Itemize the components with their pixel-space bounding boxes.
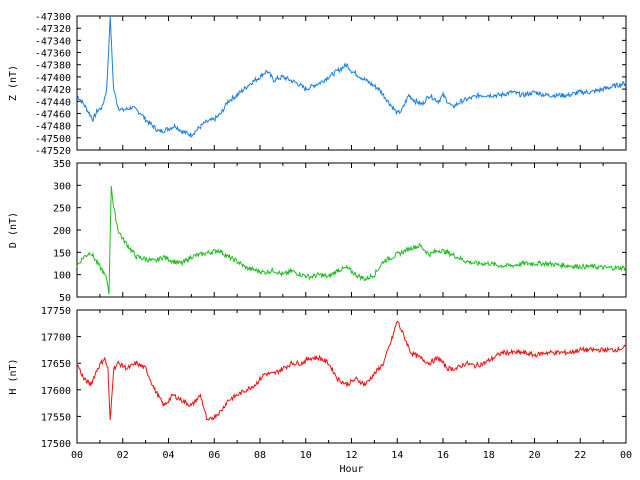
panel-d: 350 300 250 200 150 100 50 D (nT) xyxy=(8,159,627,304)
y-tick-label: 17650 xyxy=(41,359,71,370)
plot-frame xyxy=(76,162,627,298)
y-tick-label: 100 xyxy=(53,271,71,282)
x-tick-label: 20 xyxy=(528,450,540,461)
x-tick-label: 00 xyxy=(620,450,632,461)
panel-h: 17750 17700 17650 17600 17550 17500 H (nT) 00 02… xyxy=(8,306,632,461)
y-tick-label: -47380 xyxy=(35,61,71,72)
y-tick-label: 17600 xyxy=(41,386,71,397)
y-tick-label: -47520 xyxy=(35,146,71,157)
y-axis-label: H (nT) xyxy=(8,358,19,394)
y-tick-label: 17700 xyxy=(41,333,71,344)
x-tick-label: 06 xyxy=(208,450,220,461)
series-line xyxy=(76,186,627,295)
y-tick-label: -47300 xyxy=(35,12,71,23)
plot-frame xyxy=(76,309,627,444)
y-tick-label: 17750 xyxy=(41,306,71,317)
plot-frame xyxy=(76,15,627,151)
series-line xyxy=(76,320,627,421)
y-tick-label: -47500 xyxy=(35,134,71,145)
y-axis-label: D (nT) xyxy=(8,212,19,248)
y-tick-label: -47360 xyxy=(35,49,71,60)
y-tick-label: -47340 xyxy=(35,36,71,47)
panel-z: -47300-47320-47340-47360-47380-47400-474… xyxy=(8,12,627,157)
series-line xyxy=(76,15,627,138)
y-tick-label: -47440 xyxy=(35,97,71,108)
y-tick-label: 17500 xyxy=(41,439,71,450)
x-tick-label: 12 xyxy=(345,450,357,461)
y-tick-label: -47480 xyxy=(35,122,71,133)
y-tick-label: 300 xyxy=(53,181,71,192)
y-tick-label: 200 xyxy=(53,226,71,237)
y-tick-label: 50 xyxy=(59,293,71,304)
x-tick-label: 08 xyxy=(254,450,266,461)
y-tick-label: -47460 xyxy=(35,109,71,120)
x-tick-label: 00 xyxy=(71,450,83,461)
y-axis-label: Z (nT) xyxy=(8,65,19,101)
y-tick-label: 17550 xyxy=(41,412,71,423)
x-tick-label: 18 xyxy=(483,450,495,461)
x-tick-label: 04 xyxy=(162,450,174,461)
y-tick-label: 250 xyxy=(53,204,71,215)
y-tick-label: -47320 xyxy=(35,24,71,35)
x-tick-label: 02 xyxy=(117,450,129,461)
x-tick-label: 14 xyxy=(391,450,403,461)
x-tick-label: 22 xyxy=(574,450,586,461)
y-tick-label: 350 xyxy=(53,159,71,170)
y-tick-label: -47400 xyxy=(35,73,71,84)
x-tick-label: 16 xyxy=(437,450,449,461)
y-tick-label: -47420 xyxy=(35,85,71,96)
x-axis-label: Hour xyxy=(339,464,363,475)
x-tick-label: 10 xyxy=(300,450,312,461)
y-tick-label: 150 xyxy=(53,248,71,259)
